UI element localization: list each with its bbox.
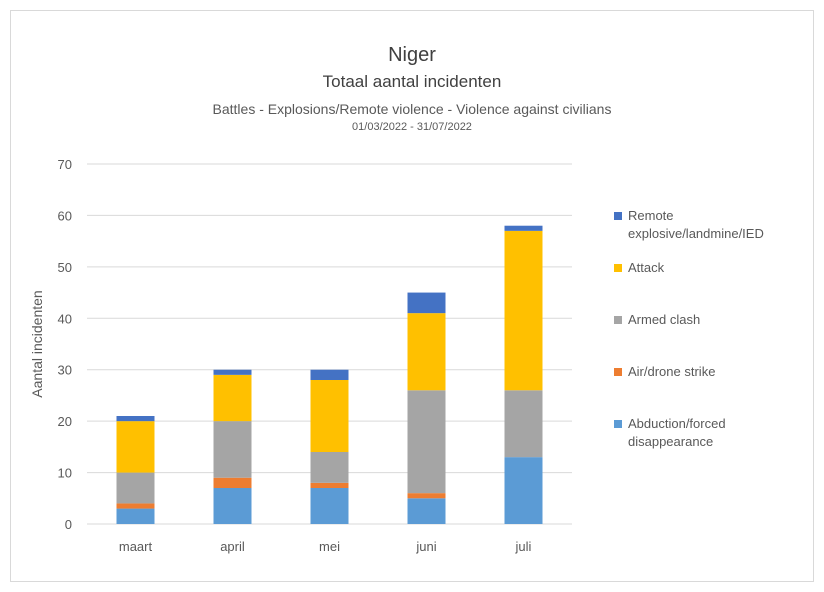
y-tick-label: 70 (58, 157, 72, 172)
bar-segment (504, 225, 543, 231)
y-tick-label: 40 (58, 311, 72, 326)
x-tick-label: juni (415, 539, 436, 554)
legend-swatch (614, 316, 622, 324)
bar-segment (310, 369, 349, 380)
legend-swatch (614, 368, 622, 376)
bar-segment (213, 488, 252, 524)
bar-segment (504, 457, 543, 524)
chart-date-range: 01/03/2022 - 31/07/2022 (352, 121, 472, 133)
bar-segment (213, 477, 252, 488)
x-tick-label: april (220, 539, 245, 554)
bar-segment (213, 421, 252, 478)
bar-segment (504, 390, 543, 458)
bar-segment (116, 508, 155, 524)
bar-segment (407, 390, 446, 494)
bar-segment (116, 421, 155, 473)
bar-segment (213, 369, 252, 375)
legend-label: Attack (628, 260, 665, 275)
bar-segment (310, 488, 349, 524)
y-tick-label: 60 (58, 208, 72, 223)
legend-swatch (614, 420, 622, 428)
y-axis-label: Aantal incidenten (29, 290, 45, 397)
y-tick-label: 20 (58, 414, 72, 429)
x-tick-label: juli (515, 539, 532, 554)
legend-label: Abduction/forced disappearance (628, 416, 726, 449)
legend-label: Armed clash (628, 312, 701, 327)
bar-segment (407, 493, 446, 499)
legend-label: Air/drone strike (628, 364, 716, 379)
bar-segment (213, 374, 252, 422)
bar-segment (310, 380, 349, 452)
legend-swatch (614, 212, 622, 220)
bar-segment (407, 292, 446, 314)
bar-segment (116, 503, 155, 509)
x-tick-label: maart (119, 539, 153, 554)
bar-segment (116, 416, 155, 422)
y-tick-label: 10 (58, 466, 72, 481)
bar-segment (504, 230, 543, 391)
y-tick-label: 0 (65, 517, 72, 532)
bar-segment (116, 472, 155, 504)
legend-label: Remote explosive/landmine/IED (628, 208, 764, 241)
bar-segment (407, 498, 446, 524)
bar-segment (310, 452, 349, 483)
bar-segment (407, 313, 446, 391)
chart-subtitle-categories: Battles - Explosions/Remote violence - V… (212, 101, 612, 117)
bar-segment (310, 482, 349, 488)
legend-swatch (614, 264, 622, 272)
y-tick-label: 30 (58, 363, 72, 378)
chart-subtitle: Totaal aantal incidenten (322, 72, 502, 91)
y-tick-label: 50 (58, 260, 72, 275)
x-tick-label: mei (319, 539, 340, 554)
chart-title: Niger (388, 44, 436, 66)
